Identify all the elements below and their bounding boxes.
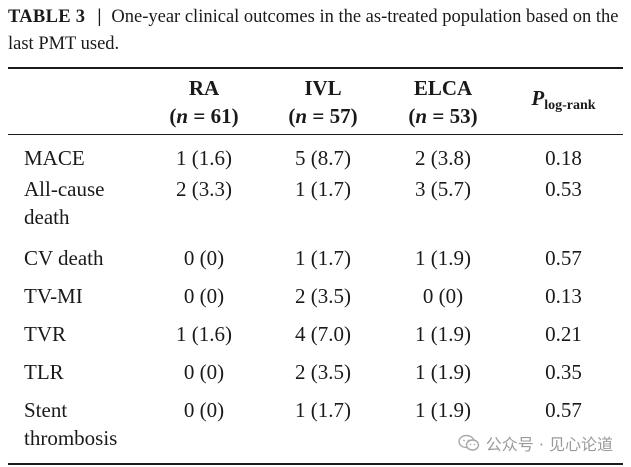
header-ra-n: (n = 61) — [169, 103, 239, 128]
outcome-name: CV death — [24, 246, 104, 270]
table-caption: TABLE 3 | One-year clinical outcomes in th… — [8, 4, 623, 58]
outcome-name: TVR — [24, 322, 66, 346]
ra-value: 1 (1.6) — [176, 322, 232, 346]
header-ra: RA (n = 61) — [144, 69, 264, 134]
top-rule — [8, 67, 623, 69]
ivl-value: 2 (3.5) — [295, 284, 351, 308]
watermark-text: 公众号 · 见心论道 — [485, 435, 613, 454]
caption-separator: | — [97, 7, 102, 27]
ivl-value: 5 (8.7) — [295, 146, 351, 170]
p-value: 0.21 — [545, 322, 582, 346]
table-row: TV-MI 0 (0) 2 (3.5) 0 (0) 0.13 — [8, 282, 623, 320]
outcomes-table: RA (n = 61) IVL (n = 57) ELCA (n = 53) P… — [8, 69, 623, 454]
outcome-name: TLR — [24, 360, 64, 384]
watermark: 公众号 · 见心论道 — [458, 431, 613, 455]
elca-value: 1 (1.9) — [415, 398, 471, 422]
elca-value: 2 (3.8) — [415, 146, 471, 170]
table-row: All-cause death 2 (3.3) 1 (1.7) 3 (5.7) … — [8, 172, 623, 241]
ra-value: 0 (0) — [183, 246, 225, 270]
p-value: 0.13 — [545, 284, 582, 308]
ivl-value: 4 (7.0) — [295, 322, 351, 346]
wechat-icon — [458, 434, 479, 451]
header-ra-name: RA — [188, 75, 220, 100]
header-outcome — [8, 69, 144, 134]
elca-value: 1 (1.9) — [415, 322, 471, 346]
header-elca-name: ELCA — [413, 75, 473, 100]
outcome-name: All-cause death — [24, 177, 105, 229]
ra-value: 0 (0) — [183, 284, 225, 308]
header-ivl: IVL (n = 57) — [264, 69, 382, 134]
elca-value: 0 (0) — [422, 284, 464, 308]
table-row: TVR 1 (1.6) 4 (7.0) 1 (1.9) 0.21 — [8, 320, 623, 358]
ra-value: 0 (0) — [183, 398, 225, 422]
p-value: 0.57 — [545, 246, 582, 270]
table-row: MACE 1 (1.6) 5 (8.7) 2 (3.8) 0.18 — [8, 134, 623, 172]
p-value: 0.35 — [545, 360, 582, 384]
header-rule — [8, 134, 623, 135]
p-value: 0.57 — [545, 398, 582, 422]
table-row: TLR 0 (0) 2 (3.5) 1 (1.9) 0.35 — [8, 358, 623, 396]
elca-value: 1 (1.9) — [415, 360, 471, 384]
ra-value: 1 (1.6) — [176, 146, 232, 170]
header-elca: ELCA (n = 53) — [382, 69, 504, 134]
header-ivl-name: IVL — [304, 75, 342, 100]
table-row: CV death 0 (0) 1 (1.7) 1 (1.9) 0.57 — [8, 241, 623, 282]
ivl-value: 1 (1.7) — [295, 246, 351, 270]
outcome-name: Stent thrombosis — [24, 398, 118, 450]
table-label: TABLE 3 — [8, 7, 86, 27]
bottom-rule — [8, 463, 623, 465]
p-value: 0.53 — [545, 177, 582, 201]
header-p-log-rank: Plog-rank — [531, 85, 596, 113]
header-ivl-n: (n = 57) — [288, 103, 358, 128]
outcome-name: TV-MI — [24, 284, 83, 308]
elca-value: 3 (5.7) — [415, 177, 471, 201]
p-value: 0.18 — [545, 146, 582, 170]
ivl-value: 2 (3.5) — [295, 360, 351, 384]
header-row: RA (n = 61) IVL (n = 57) ELCA (n = 53) P… — [8, 69, 623, 134]
elca-value: 1 (1.9) — [415, 246, 471, 270]
ivl-value: 1 (1.7) — [295, 398, 351, 422]
ra-value: 0 (0) — [183, 360, 225, 384]
ivl-value: 1 (1.7) — [295, 177, 351, 201]
header-elca-n: (n = 53) — [408, 103, 478, 128]
table-row: Stent thrombosis 0 (0) 1 (1.7) 1 (1.9) 0… — [8, 396, 623, 454]
outcome-name: MACE — [24, 146, 85, 170]
ra-value: 2 (3.3) — [176, 177, 232, 201]
caption-text: One-year clinical outcomes in the as-tre… — [8, 7, 619, 54]
